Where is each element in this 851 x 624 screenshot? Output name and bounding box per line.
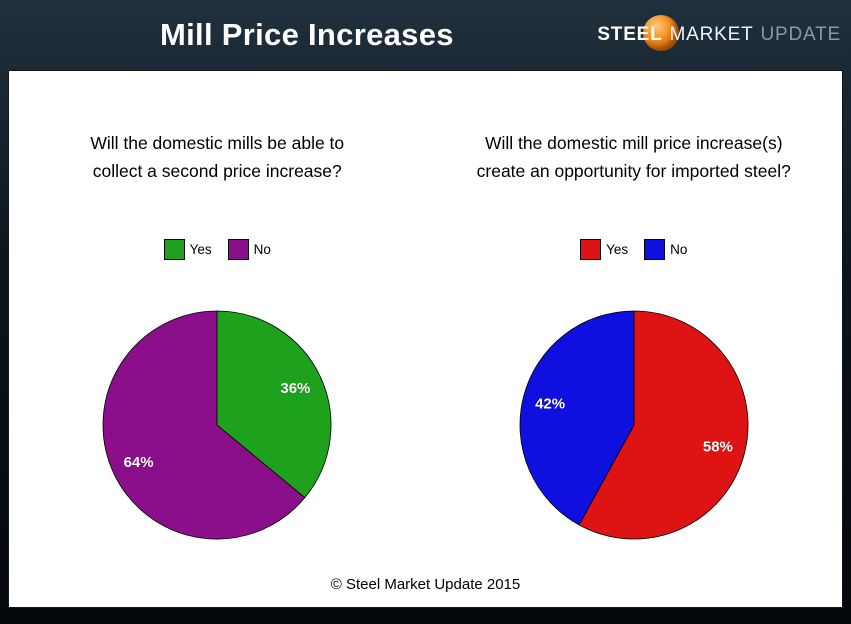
smu-logo: STEEL MARKET UPDATE xyxy=(597,15,841,51)
legend-swatch xyxy=(580,238,602,260)
legend: Yes No xyxy=(580,238,687,260)
chart-panel-right: Will the domestic mill price increase(s)… xyxy=(426,71,843,545)
legend-swatch xyxy=(227,238,249,260)
legend-item: No xyxy=(227,238,271,260)
logo-sun-icon xyxy=(643,15,680,51)
legend-item: No xyxy=(644,238,688,260)
pie-data-label: 36% xyxy=(281,380,311,397)
pie-chart: 58% 42% xyxy=(519,310,749,540)
pie-slice-yes xyxy=(578,310,749,540)
content-panel: Will the domestic mills be able to colle… xyxy=(8,70,843,608)
pie-chart: 36% 64% xyxy=(102,310,332,540)
pie-data-label: 64% xyxy=(124,454,154,471)
header: Mill Price Increases STEEL MARKET UPDATE xyxy=(0,0,851,70)
pie-slice-yes xyxy=(216,310,332,499)
legend-swatch xyxy=(644,238,666,260)
legend-label: Yes xyxy=(606,241,629,257)
chart-title-line: create an opportunity for imported steel… xyxy=(476,161,791,181)
legend-label: No xyxy=(670,241,688,257)
legend: Yes No xyxy=(163,238,271,260)
charts-area: Will the domestic mills be able to colle… xyxy=(9,71,842,545)
copyright-text: © Steel Market Update 2015 xyxy=(330,576,521,593)
chart-title: Will the domestic mill price increase(s)… xyxy=(477,129,791,185)
legend-label: Yes xyxy=(189,241,212,257)
logo-word-steel: STEEL xyxy=(597,24,663,45)
page-title: Mill Price Increases xyxy=(160,17,454,52)
chart-title-line: Will the domestic mills be able to xyxy=(90,133,345,153)
pie-data-label: 58% xyxy=(703,439,733,456)
legend-swatch xyxy=(163,238,185,260)
legend-item: Yes xyxy=(163,238,212,260)
logo-word-update: UPDATE xyxy=(760,24,841,45)
legend-label: No xyxy=(253,241,271,257)
chart-title-line: Will the domestic mill price increase(s) xyxy=(484,133,783,153)
pie-data-label: 42% xyxy=(535,396,565,413)
pie-slice-no xyxy=(102,310,306,540)
pie-slice-no xyxy=(519,310,635,526)
logo-word-market: MARKET xyxy=(669,24,754,45)
chart-panel-left: Will the domestic mills be able to colle… xyxy=(9,71,426,545)
legend-item: Yes xyxy=(580,238,629,260)
chart-title-line: collect a second price increase? xyxy=(92,161,342,181)
chart-title: Will the domestic mills be able to colle… xyxy=(90,129,344,185)
